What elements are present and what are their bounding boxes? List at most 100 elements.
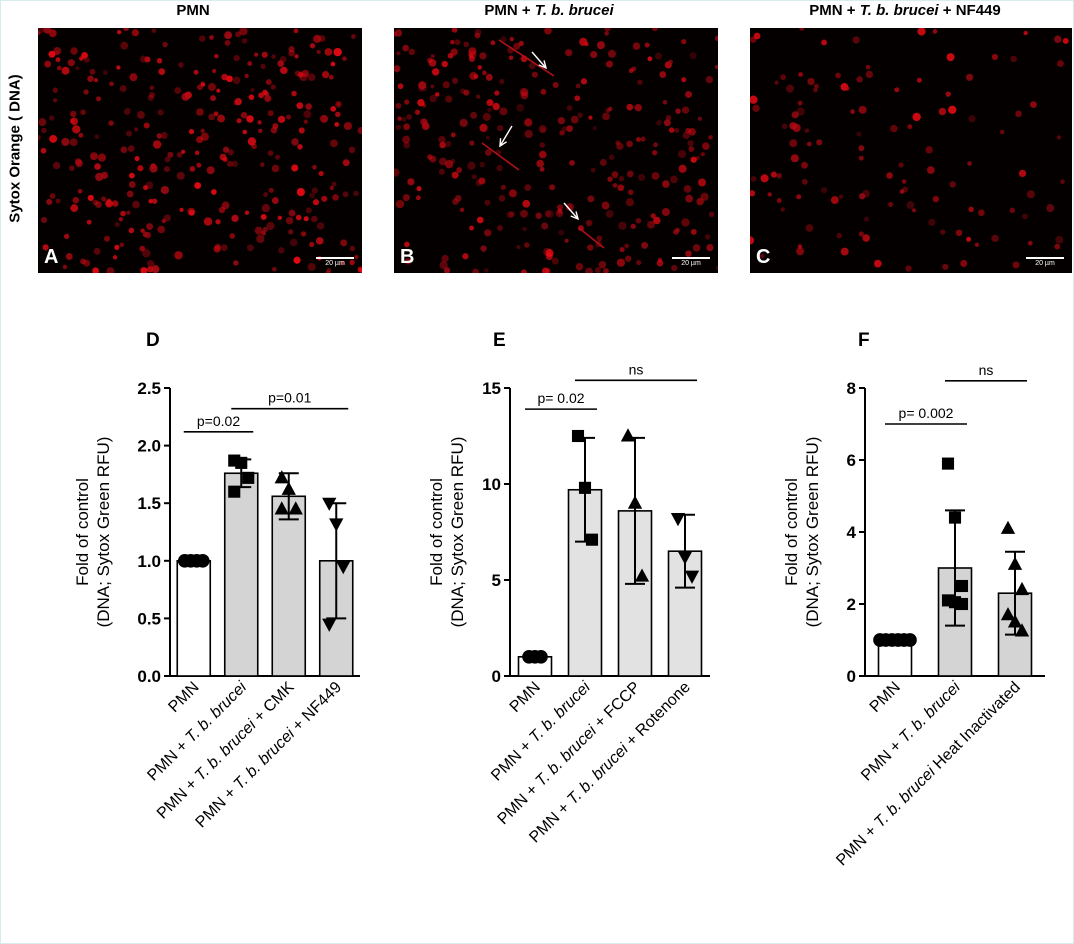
cell [339, 260, 345, 266]
cell [938, 107, 947, 116]
cell [248, 94, 255, 100]
cell [404, 99, 410, 105]
cell [80, 258, 86, 265]
cell [538, 125, 547, 134]
cell [342, 56, 347, 61]
cell [603, 268, 609, 273]
data-point [534, 649, 548, 664]
cell [556, 204, 564, 211]
cell [348, 146, 356, 154]
cell [820, 187, 828, 194]
cell [561, 126, 568, 132]
cell [628, 68, 634, 74]
cell [468, 50, 477, 59]
cell [911, 208, 917, 213]
cell [430, 84, 435, 89]
cell [1046, 204, 1055, 213]
cell [659, 71, 667, 78]
cell [611, 171, 619, 179]
cell [92, 267, 99, 273]
cell [447, 52, 454, 59]
cell [467, 161, 476, 170]
cell [157, 109, 164, 116]
cell [63, 233, 70, 239]
cell [148, 199, 153, 204]
cell [865, 64, 871, 70]
data-point [941, 457, 955, 470]
cell [552, 82, 559, 89]
cell [796, 247, 804, 256]
cell [807, 77, 815, 86]
cell [118, 217, 123, 222]
cell [566, 125, 573, 132]
cell [340, 239, 348, 247]
y-tick-label: 4 [847, 523, 857, 542]
cell [86, 219, 92, 225]
cell [471, 174, 477, 180]
cell [394, 65, 401, 73]
cell [416, 186, 422, 192]
cell [334, 100, 342, 108]
cell [852, 36, 860, 44]
category-label: PMN + T. b. brucei [858, 678, 964, 784]
cell [482, 112, 491, 121]
cell [404, 258, 412, 265]
cell [357, 126, 362, 134]
cell [83, 259, 91, 267]
cell [459, 207, 465, 213]
cell [479, 161, 486, 168]
cell [359, 268, 362, 273]
cell [1023, 31, 1028, 36]
cell [137, 165, 144, 172]
cell [235, 31, 241, 38]
cell [700, 152, 705, 157]
cell [208, 113, 215, 121]
cell [898, 162, 904, 168]
cell [94, 163, 101, 170]
bar [567, 488, 603, 677]
cell [689, 52, 697, 60]
cell [774, 80, 779, 85]
cell [214, 53, 219, 59]
cell [968, 206, 974, 213]
cell [95, 172, 104, 182]
data-point [571, 429, 585, 443]
cell [119, 85, 127, 92]
cell [750, 236, 755, 245]
cell [714, 64, 718, 70]
cell [262, 89, 268, 96]
cell [499, 107, 508, 116]
cell [637, 173, 646, 181]
y-axis-label-line: Fold of control [782, 478, 801, 586]
cell [598, 261, 607, 269]
cell [912, 112, 921, 122]
cell [484, 229, 492, 237]
cell [618, 221, 627, 230]
cell [805, 224, 814, 232]
cell [444, 160, 454, 169]
title-part: PMN + [809, 2, 860, 19]
cell [545, 249, 554, 258]
cell [293, 28, 299, 34]
cell [215, 219, 221, 225]
data-point [627, 495, 643, 509]
y-axis-label-line: (DNA; Sytox Green RFU) [803, 437, 822, 628]
cell [798, 72, 803, 77]
data-point [948, 511, 962, 524]
cell [401, 117, 407, 122]
cell [916, 77, 922, 83]
cell [403, 123, 410, 131]
cell [286, 114, 292, 120]
cell [321, 195, 328, 202]
cell [129, 73, 138, 82]
cell [156, 133, 163, 139]
label-part: PMN [165, 679, 202, 716]
cell [156, 58, 163, 64]
cell [816, 139, 823, 146]
cell [187, 207, 196, 216]
cell [445, 140, 452, 148]
cell [476, 216, 484, 224]
cell [858, 155, 864, 161]
cell [596, 235, 603, 242]
cell [647, 56, 653, 62]
